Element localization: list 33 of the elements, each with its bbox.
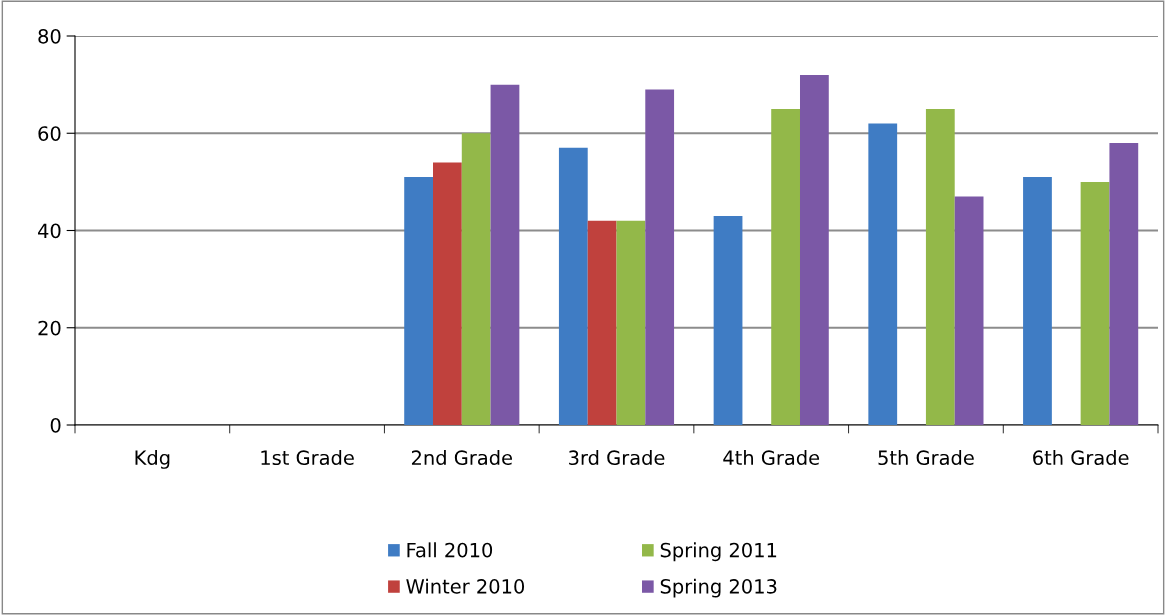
bar: [1023, 177, 1052, 425]
x-tick-label: 4th Grade: [723, 450, 820, 466]
bar: [868, 123, 898, 425]
bar: [954, 196, 984, 425]
bar: [713, 215, 743, 425]
y-tick-label: 80: [38, 28, 61, 44]
y-tick-label: 20: [38, 320, 61, 336]
x-tick-label: 5th Grade: [878, 450, 974, 466]
bar: [1109, 142, 1139, 425]
bar: [587, 220, 617, 425]
x-tick-label: 1st Grade: [261, 450, 354, 466]
bar: [645, 89, 675, 425]
bar: [771, 108, 800, 425]
bar: [800, 74, 829, 425]
bar: [490, 84, 520, 425]
x-tick-label: 6th Grade: [1033, 450, 1129, 466]
y-tick-label: 0: [50, 417, 61, 433]
x-tick-label: 2nd Grade: [411, 450, 512, 466]
legend-label: Spring 2013: [660, 578, 777, 598]
legend-label: Spring 2011: [660, 542, 777, 562]
x-tick-label: 3rd Grade: [569, 450, 665, 466]
bar: [1080, 181, 1110, 425]
bar: [433, 162, 462, 425]
legend-label: Fall 2010: [407, 542, 493, 558]
bar: [925, 108, 955, 425]
x-tick-label: Kdg: [135, 450, 170, 469]
y-tick-label: 40: [38, 223, 61, 239]
bar: [616, 220, 646, 425]
legend-label: Winter 2010: [406, 578, 525, 594]
bar: [404, 177, 433, 425]
bar: [461, 133, 491, 425]
y-tick-label: 60: [38, 126, 61, 141]
bar: [558, 147, 588, 425]
